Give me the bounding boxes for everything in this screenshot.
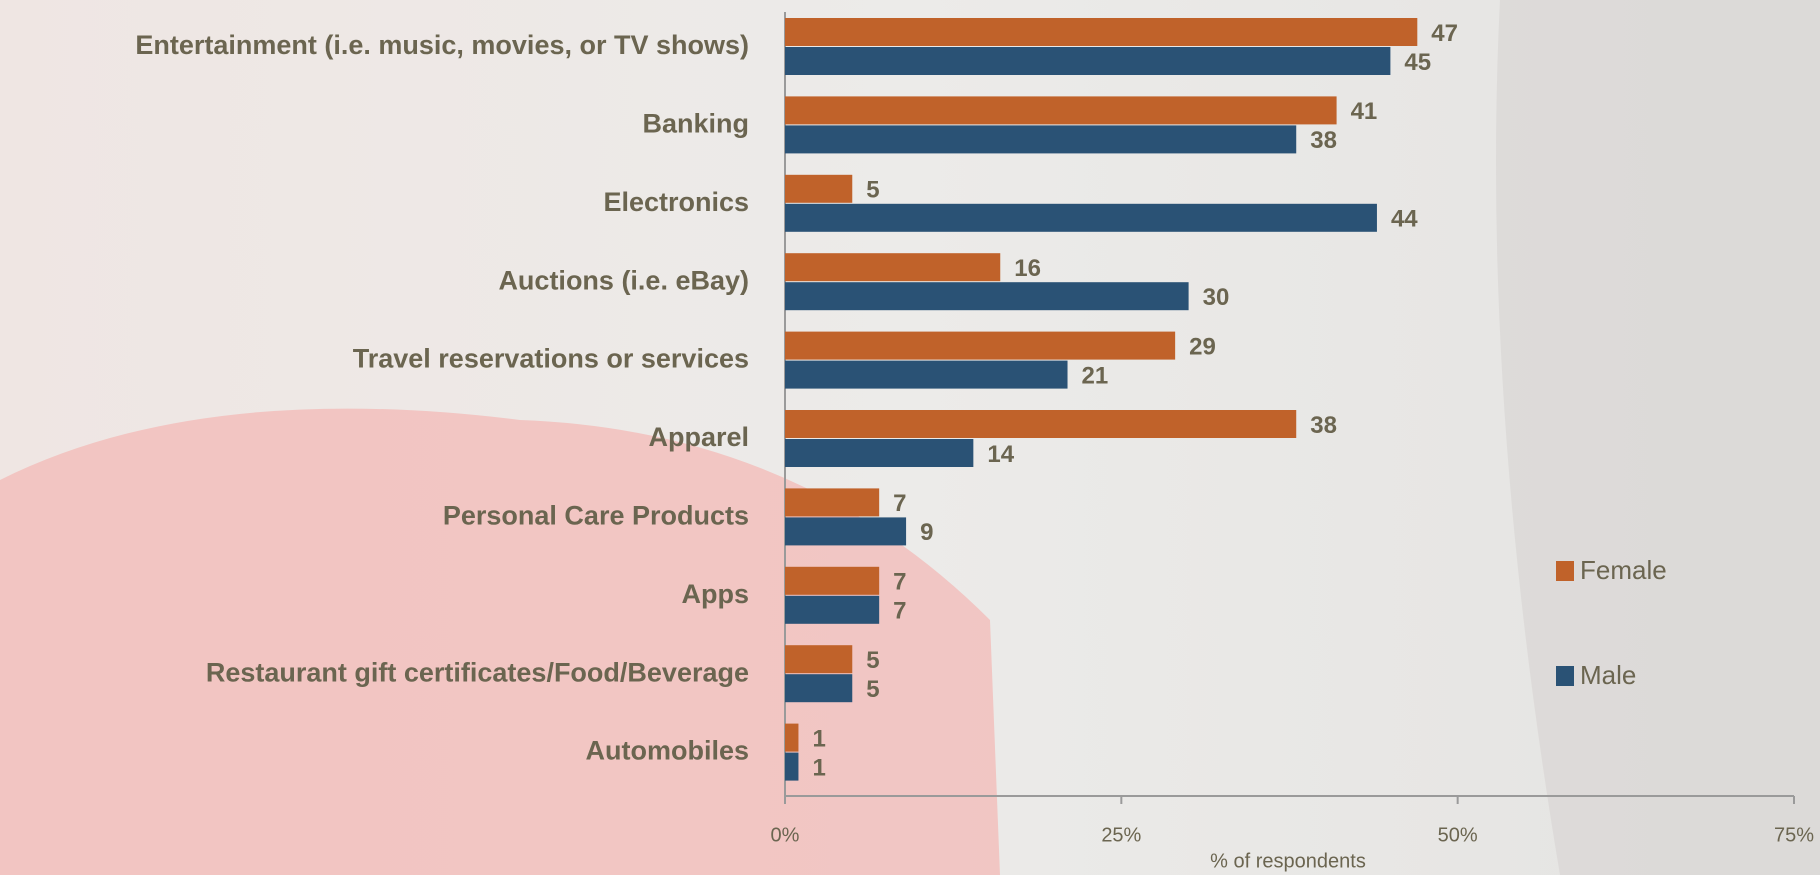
x-tick-label: 0% — [771, 824, 800, 846]
category-label: Apparel — [648, 422, 749, 452]
value-label: 29 — [1189, 333, 1216, 360]
value-label: 38 — [1310, 127, 1337, 154]
bar — [785, 753, 798, 781]
bar — [785, 361, 1068, 389]
bar — [785, 125, 1296, 153]
legend-swatch — [1556, 561, 1574, 581]
value-label: 1 — [812, 754, 825, 781]
bar — [785, 282, 1189, 310]
x-tick-label: 25% — [1101, 824, 1141, 846]
bar — [785, 253, 1000, 281]
value-label: 16 — [1014, 255, 1041, 282]
bar — [785, 47, 1390, 75]
category-label: Electronics — [603, 187, 749, 217]
bar — [785, 724, 798, 752]
x-tick-label: 75% — [1774, 824, 1814, 846]
legend-label: Female — [1580, 555, 1667, 585]
value-label: 41 — [1351, 98, 1378, 125]
category-label: Banking — [642, 109, 749, 139]
legend-label: Male — [1580, 660, 1636, 690]
value-label: 38 — [1310, 412, 1337, 439]
bar — [785, 96, 1337, 124]
category-label: Auctions (i.e. eBay) — [498, 265, 749, 295]
bar — [785, 488, 879, 516]
value-label: 7 — [893, 490, 906, 517]
category-label: Entertainment (i.e. music, movies, or TV… — [135, 30, 749, 60]
value-label: 7 — [893, 569, 906, 596]
value-label: 7 — [893, 598, 906, 625]
chart: % of respondents 0% 25% 50% 75% Entertainmen… — [0, 0, 1820, 875]
value-label: 21 — [1082, 362, 1109, 389]
bar — [785, 674, 852, 702]
value-label: 47 — [1431, 20, 1458, 47]
value-label: 30 — [1203, 284, 1230, 311]
x-axis-label: % of respondents — [1210, 850, 1366, 872]
background-shape — [1496, 0, 1820, 875]
x-tick-label: 50% — [1438, 824, 1478, 846]
bar — [785, 439, 973, 467]
bar — [785, 645, 852, 673]
category-label: Automobiles — [585, 736, 749, 766]
bar — [785, 18, 1417, 46]
bar — [785, 332, 1175, 360]
value-label: 1 — [812, 725, 825, 752]
bar — [785, 175, 852, 203]
value-label: 5 — [866, 177, 879, 204]
bar — [785, 567, 879, 595]
legend-swatch — [1556, 666, 1574, 686]
value-label: 5 — [866, 676, 879, 703]
value-label: 5 — [866, 647, 879, 674]
value-label: 45 — [1404, 49, 1431, 76]
value-label: 9 — [920, 519, 933, 546]
value-label: 44 — [1391, 206, 1418, 233]
category-label: Restaurant gift certificates/Food/Bevera… — [206, 657, 749, 687]
bar — [785, 596, 879, 624]
bar — [785, 410, 1296, 438]
category-label: Travel reservations or services — [353, 344, 749, 374]
value-label: 14 — [987, 441, 1014, 468]
category-label: Personal Care Products — [443, 501, 749, 531]
bar — [785, 204, 1377, 232]
category-label: Apps — [682, 579, 750, 609]
bar — [785, 517, 906, 545]
